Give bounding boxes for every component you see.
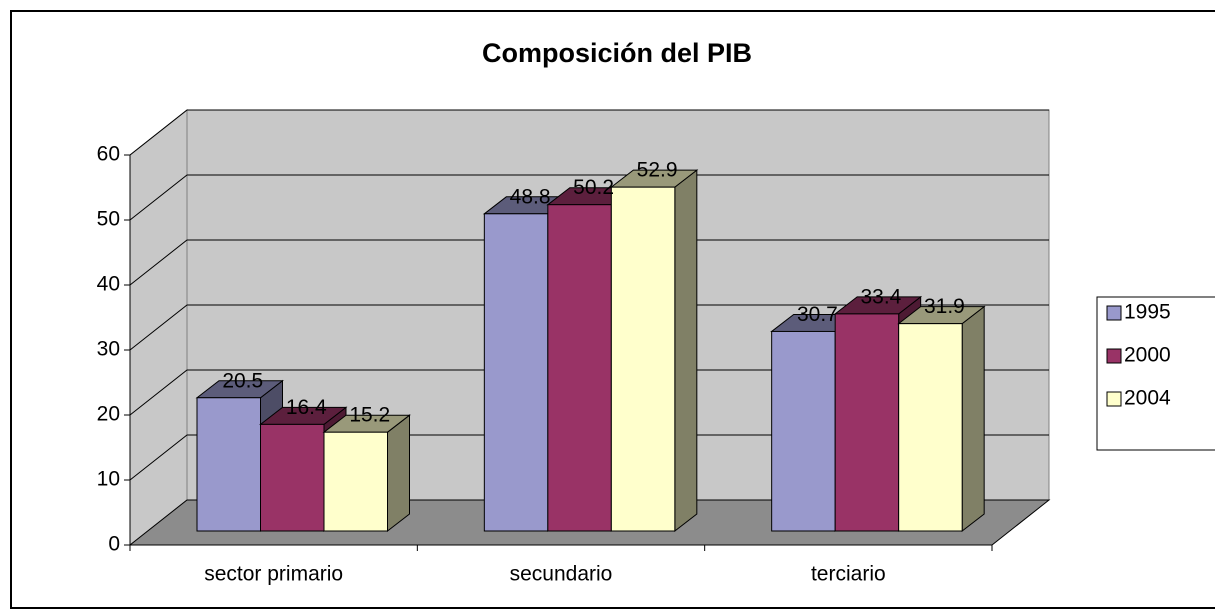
bar	[323, 431, 388, 532]
bar-side	[674, 169, 698, 533]
data-label: 50.2	[573, 176, 614, 199]
y-tick-label: 60	[97, 143, 120, 166]
y-tick-label: 0	[108, 533, 120, 556]
data-label: 16.4	[286, 396, 327, 419]
y-tick-label: 50	[97, 208, 120, 231]
legend-box	[1096, 296, 1215, 451]
legend-swatch	[1106, 305, 1122, 321]
legend-label: 2004	[1124, 387, 1171, 410]
bar	[834, 313, 900, 532]
data-label: 33.4	[860, 285, 901, 308]
bar	[547, 204, 612, 532]
legend-label: 1995	[1124, 301, 1171, 324]
data-label: 30.7	[797, 303, 838, 326]
grid-line	[129, 174, 1049, 221]
data-label: 31.9	[924, 295, 965, 318]
x-tick-label: secundario	[510, 563, 613, 586]
grid-line	[129, 369, 1049, 416]
data-label: 20.5	[222, 369, 263, 392]
data-label: 48.8	[510, 185, 551, 208]
bar-side	[387, 414, 410, 533]
bar	[771, 330, 836, 532]
y-tick-label: 40	[97, 273, 120, 296]
bar	[260, 423, 325, 532]
bar	[898, 323, 963, 532]
bar	[483, 213, 549, 532]
y-tick-label: 10	[97, 468, 120, 491]
x-tick-label: terciario	[811, 563, 886, 586]
y-tick-label: 30	[97, 338, 120, 361]
y-tick-label: 20	[97, 403, 120, 426]
grid-line	[129, 239, 1049, 286]
legend-label: 2000	[1124, 344, 1171, 367]
grid-line	[129, 109, 1049, 156]
data-label: 15.2	[349, 404, 390, 427]
bar	[196, 397, 261, 532]
bar-side	[961, 305, 985, 533]
x-tick-label: sector primario	[204, 563, 343, 586]
grid-line	[129, 304, 1049, 351]
chart-title: Composición del PIB	[482, 38, 752, 68]
legend-swatch	[1106, 391, 1122, 407]
legend-swatch	[1106, 348, 1122, 364]
bar	[610, 186, 676, 532]
grid-line	[129, 434, 1049, 481]
data-label: 52.9	[637, 159, 678, 182]
